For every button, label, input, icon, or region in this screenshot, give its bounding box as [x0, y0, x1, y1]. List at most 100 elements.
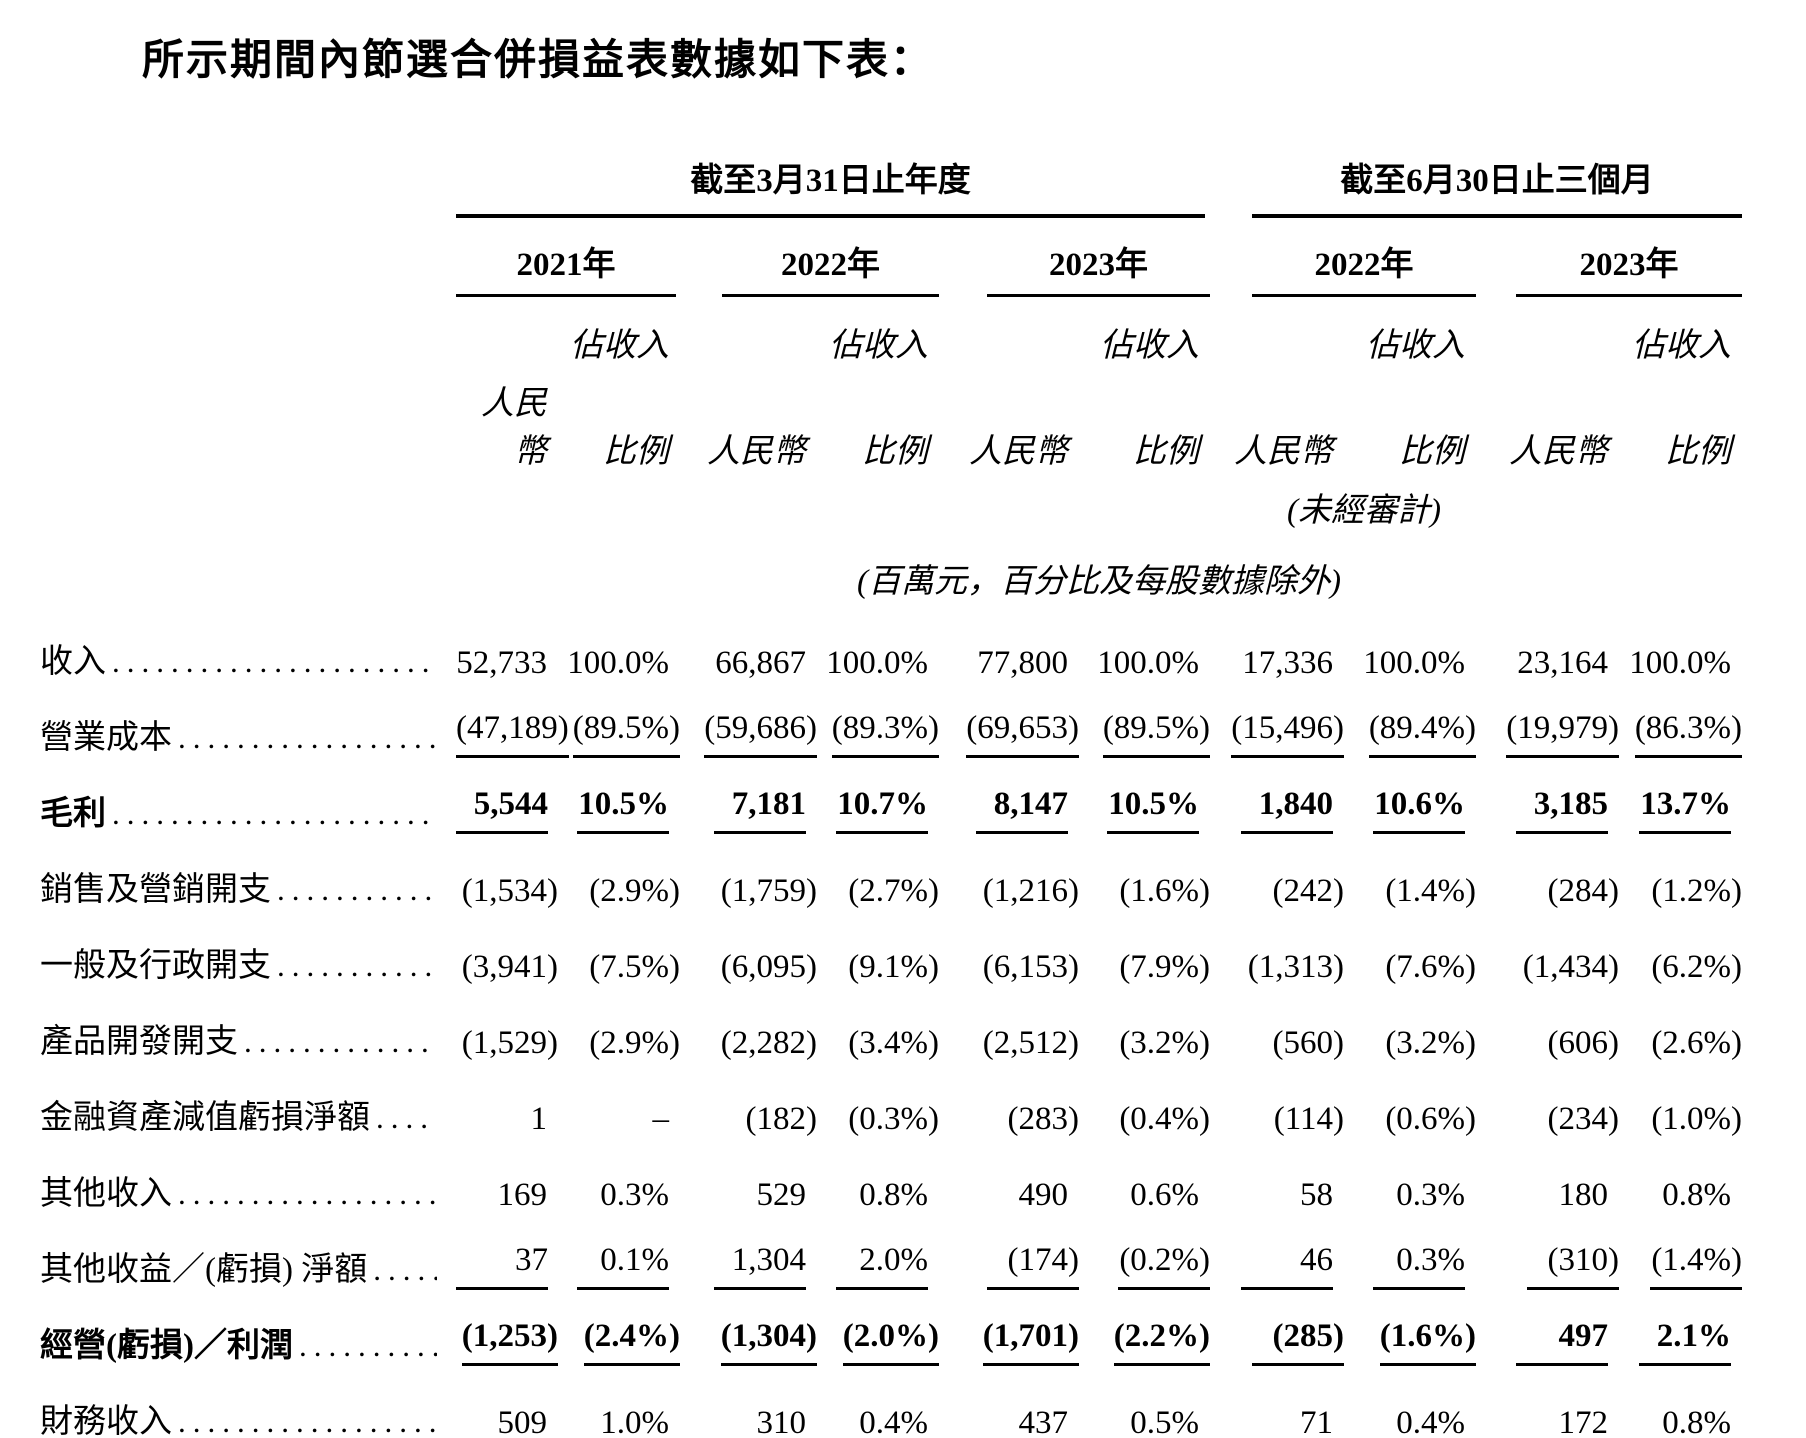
dot-leader — [178, 1176, 437, 1213]
pct-header-line1: 佔收入 — [829, 328, 928, 364]
cell-value-text: (6,153) — [982, 949, 1079, 985]
table-row: 收入 52,733 100.0% 66,867 100.0% 77,800 100.0% 17… — [40, 606, 1742, 682]
cell-value: (0.2%) — [1079, 1214, 1211, 1290]
cell-value-text: (606) — [1547, 1025, 1620, 1061]
cell-value: (1.4%) — [1344, 834, 1476, 910]
year-header-label: 2023年 — [987, 218, 1211, 297]
cell-value: 180 — [1476, 1138, 1619, 1214]
cell-value: 529 — [680, 1138, 817, 1214]
cell-value: (7.6%) — [1344, 910, 1476, 986]
year-header-row: 2021年 2022年 2023年 2022年 2023年 — [40, 218, 1743, 297]
cell-value-text: 8,147 — [976, 786, 1068, 834]
cell-value-text: 77,800 — [977, 645, 1068, 681]
cell-value-text: 0.8% — [1662, 1405, 1732, 1438]
cell-value: (0.4%) — [1079, 1062, 1210, 1138]
cell-value-text: 0.5% — [1130, 1405, 1200, 1438]
cell-value: (19,979) — [1476, 682, 1620, 758]
cell-value-text: (1.2%) — [1651, 873, 1743, 909]
cell-value-text: 0.4% — [859, 1405, 928, 1438]
dot-leader — [112, 644, 437, 681]
year-header: 2022年 — [680, 218, 939, 297]
table-row: 經營(虧損)／利潤 (1,253) (2.4%) (1,304) (2.0%) (1,70… — [40, 1290, 1742, 1366]
cell-value-text: (1,534) — [461, 873, 558, 909]
cell-value-text: (1,253) — [461, 1318, 558, 1366]
cell-value: (6,095) — [680, 910, 817, 986]
year-header-label: 2022年 — [1252, 218, 1477, 297]
year-header: 2022年 — [1210, 218, 1477, 297]
pct-header-line2: 比例 — [1133, 434, 1200, 470]
row-label-cell: 產品開發開支 — [40, 986, 456, 1062]
pct-header-line1: 佔收入 — [570, 328, 669, 364]
cell-value: (182) — [680, 1062, 817, 1138]
pct-header-line2: 比例 — [862, 434, 928, 470]
cell-value-text: 0.4% — [1396, 1405, 1466, 1438]
spacer-cell — [40, 153, 456, 218]
cell-value-text: (2.6%) — [1651, 1025, 1743, 1061]
cell-value-text: (234) — [1547, 1101, 1620, 1137]
cell-value: 0.8% — [1619, 1138, 1742, 1214]
cell-value-text: (19,979) — [1506, 710, 1620, 758]
cell-value: (2,512) — [939, 986, 1079, 1062]
cell-value: – — [558, 1062, 680, 1138]
cell-value: (2.4%) — [558, 1290, 680, 1366]
cell-value-text: 437 — [1018, 1405, 1069, 1438]
cell-value-text: 58 — [1300, 1177, 1334, 1213]
cell-value: 0.3% — [1344, 1138, 1476, 1214]
cell-value-text: 0.8% — [1662, 1177, 1732, 1213]
cell-value: 1 — [456, 1062, 558, 1138]
cell-value-text: (3.2%) — [1119, 1025, 1211, 1061]
table-row: 其他收益／(虧損) 淨額 37 0.1% 1,304 2.0% (174) (0.2%) 46… — [40, 1214, 1743, 1290]
currency-header: 人民幣 — [1509, 434, 1609, 470]
cell-value-text: 0.3% — [600, 1177, 669, 1213]
cell-value-text: (114) — [1273, 1101, 1345, 1137]
cell-value: (3.4%) — [817, 986, 939, 1062]
cell-value: 10.6% — [1344, 758, 1476, 834]
cell-value-text: (1.6%) — [1119, 873, 1211, 909]
cell-value: (89.3%) — [817, 682, 939, 758]
pct-header-line1: 佔收入 — [1100, 328, 1200, 364]
cell-value: (89.5%) — [1079, 682, 1211, 758]
cell-value-text: (1,529) — [461, 1025, 558, 1061]
cell-value: (560) — [1210, 986, 1344, 1062]
cell-value-text: (0.3%) — [848, 1101, 939, 1137]
row-label: 營業成本 — [40, 720, 172, 756]
period-header-quarter: 截至6月30日止三個月 — [1210, 153, 1743, 218]
cell-value-text: 10.5% — [577, 786, 669, 834]
cell-value: 0.4% — [1344, 1366, 1476, 1438]
cell-value-text: (15,496) — [1231, 710, 1345, 758]
cell-value-text: (2.2%) — [1113, 1318, 1211, 1366]
cell-value: 1,840 — [1210, 758, 1344, 834]
year-header-label: 2021年 — [456, 218, 676, 297]
cell-value: (1,701) — [939, 1290, 1079, 1366]
pct-header-line1: 佔收入 — [1632, 328, 1732, 364]
cell-value-text: 3,185 — [1516, 786, 1609, 834]
cell-value: (1.2%) — [1619, 834, 1742, 910]
cell-value: 509 — [456, 1366, 558, 1438]
subheader-row-2: 人民幣 比例 人民幣 比例 人民幣 比例 人民幣 比例 人民幣 比例 — [40, 366, 1742, 472]
row-label: 其他收益／(虧損) 淨額 — [40, 1252, 368, 1288]
cell-value-text: (2,282) — [720, 1025, 817, 1061]
cell-value: 10.5% — [558, 758, 680, 834]
row-label-cell: 毛利 — [40, 758, 456, 834]
pct-header-line2: 比例 — [1665, 434, 1732, 470]
cell-value: (1,759) — [680, 834, 817, 910]
cell-value-text: (1,759) — [720, 873, 817, 909]
cell-value-text: (9.1%) — [848, 949, 939, 985]
cell-value-text: (1.6%) — [1379, 1318, 1477, 1366]
cell-value-text: (86.3%) — [1634, 710, 1743, 758]
cell-value: (1,534) — [456, 834, 558, 910]
dot-leader — [178, 1404, 437, 1438]
cell-value-text: (6,095) — [720, 949, 817, 985]
unaudited-row: (未經審計) — [40, 472, 1742, 531]
dot-leader — [277, 872, 437, 909]
cell-value: (0.3%) — [817, 1062, 939, 1138]
cell-value: (174) — [939, 1214, 1079, 1290]
dot-leader — [376, 1100, 437, 1137]
table-row: 一般及行政開支 (3,941) (7.5%) (6,095) (9.1%) (6,153)… — [40, 910, 1742, 986]
cell-value: 100.0% — [1344, 606, 1476, 682]
cell-value-text: (7.5%) — [589, 949, 680, 985]
cell-value: (0.6%) — [1344, 1062, 1476, 1138]
row-label-cell: 一般及行政開支 — [40, 910, 456, 986]
table-row: 產品開發開支 (1,529) (2.9%) (2,282) (3.4%) (2,512) (… — [40, 986, 1742, 1062]
cell-value: (284) — [1476, 834, 1619, 910]
